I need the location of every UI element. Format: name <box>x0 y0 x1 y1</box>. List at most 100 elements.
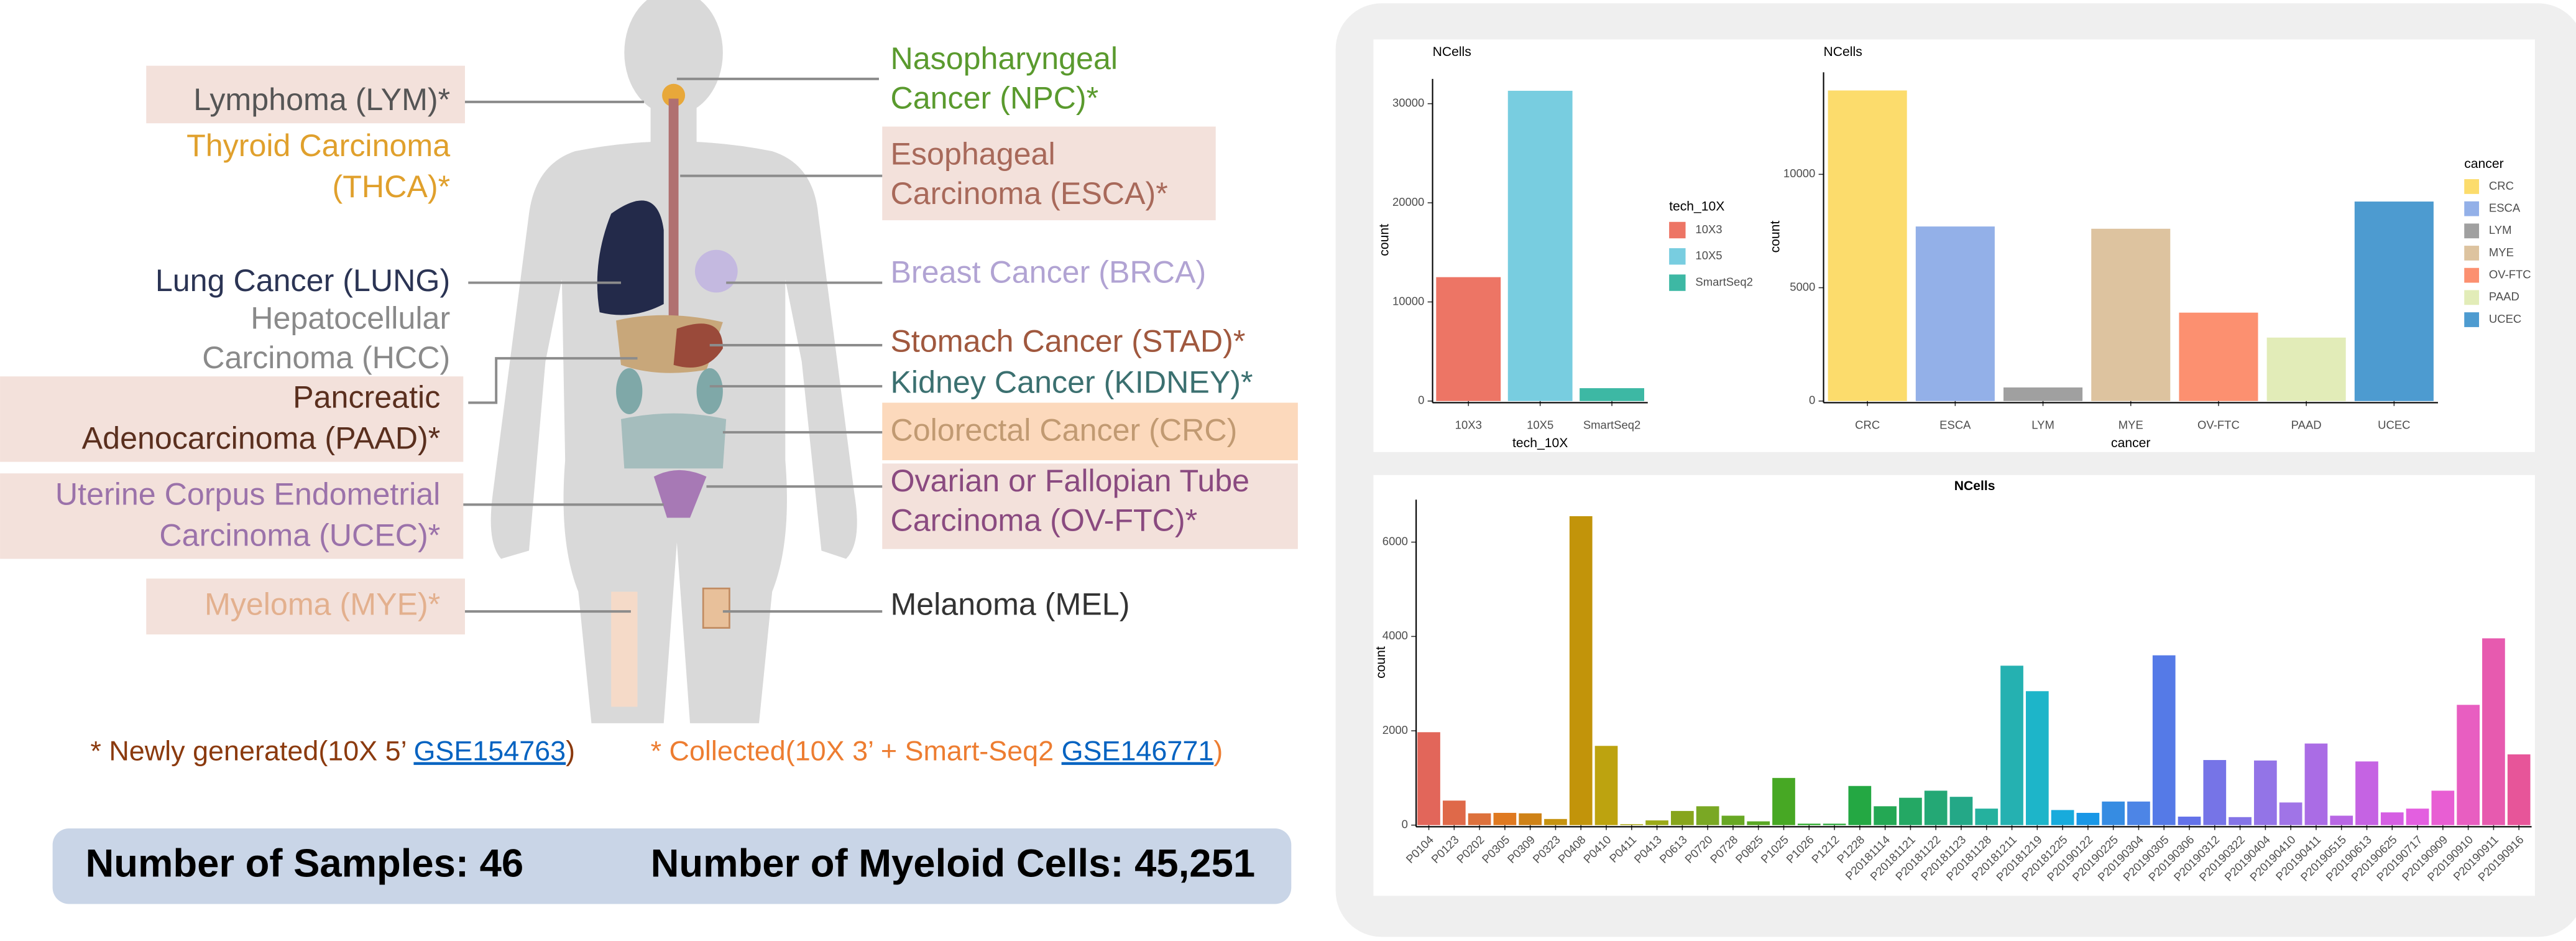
y-axis-label: count <box>1378 224 1392 256</box>
diagram-label: Carcinoma (OV-FTC)* <box>890 503 1197 538</box>
bar <box>1620 824 1644 825</box>
y-tick-label: 6000 <box>1382 535 1408 548</box>
bar <box>1507 90 1573 401</box>
legend-key <box>1669 221 1686 239</box>
bar <box>1569 516 1593 825</box>
diagram-label: Pancreatic <box>293 379 440 414</box>
bar <box>2179 312 2258 401</box>
bar <box>2025 691 2049 825</box>
diagram-label: Cancer (NPC)* <box>890 80 1098 115</box>
bar <box>2431 790 2455 825</box>
diagram-label: Thyroid Carcinoma <box>186 128 450 163</box>
summary-cells: Number of Myeloid Cells: 45,251 <box>651 842 1256 886</box>
bar <box>1874 806 1897 825</box>
label-box <box>882 463 1298 549</box>
footnote-collected: * Collected(10X 3’ + Smart-Seq2 GSE14677… <box>651 735 1223 766</box>
bar <box>2354 202 2434 401</box>
diagram-label: Carcinoma (HCC) <box>202 340 450 375</box>
footnote-link[interactable]: GSE146771 <box>1062 735 1214 766</box>
footnote-text: * Newly generated(10X 5’ <box>90 735 413 766</box>
bar <box>2355 761 2378 825</box>
bar <box>1924 790 1948 825</box>
bar <box>1493 812 1517 825</box>
bar <box>2330 815 2353 825</box>
diagram-labels: Lymphoma (LYM)* Thyroid Carcinoma (THCA)* L… <box>0 41 1298 635</box>
bar <box>1594 746 1618 825</box>
label-box <box>0 376 464 462</box>
y-tick-label: 0 <box>1809 394 1815 407</box>
label-box <box>882 126 1216 221</box>
legend-key <box>1669 274 1686 291</box>
diagram-label: Stomach Cancer (STAD)* <box>890 324 1245 359</box>
y-tick-label: 0 <box>1418 394 1424 407</box>
bar <box>2091 228 2171 401</box>
bar <box>1645 820 1668 825</box>
bar <box>1915 226 1995 401</box>
footnote-text: ) <box>1213 735 1223 766</box>
legend-label: ESCA <box>2489 202 2521 215</box>
bar <box>2482 638 2505 825</box>
bar <box>1544 818 1567 825</box>
bar <box>2076 812 2100 825</box>
bar <box>2000 665 2023 825</box>
diagram-label: Lung Cancer (LUNG) <box>155 263 450 298</box>
bar <box>1580 388 1645 401</box>
bar <box>2266 337 2346 401</box>
x-tick-label: MYE <box>2118 418 2143 431</box>
legend-label: PAAD <box>2489 290 2519 303</box>
x-tick-label: LYM <box>2031 418 2054 431</box>
summary-samples: Number of Samples: 46 <box>85 842 523 886</box>
bar <box>1848 786 1872 825</box>
bar <box>1828 90 1907 401</box>
leader-line <box>468 357 638 404</box>
bar <box>1772 777 1795 825</box>
legend-key <box>2464 290 2480 305</box>
y-tick-label: 2000 <box>1382 723 1408 736</box>
x-tick-label: OV-FTC <box>2197 418 2240 431</box>
x-tick-label: CRC <box>1855 418 1880 431</box>
legend-title: cancer <box>2464 157 2503 171</box>
bar <box>2127 801 2150 825</box>
bar <box>1949 797 1973 825</box>
summary-box <box>52 828 1292 904</box>
bar <box>2457 705 2480 825</box>
x-axis-label: cancer <box>2111 436 2150 450</box>
diagram-label: Ovarian or Fallopian Tube <box>890 463 1249 498</box>
footnote-link[interactable]: GSE154763 <box>413 735 566 766</box>
diagram-label: (THCA)* <box>333 169 451 204</box>
legend-title: tech_10X <box>1669 200 1724 214</box>
bar <box>2254 760 2277 825</box>
bar <box>2102 801 2125 825</box>
chart-card <box>1373 475 2535 896</box>
legend-key <box>2464 267 2480 283</box>
bar <box>1417 732 1440 825</box>
x-tick-label: 10X3 <box>1455 418 1482 431</box>
bar <box>1696 806 1719 825</box>
diagram-label: Esophageal <box>890 136 1055 171</box>
x-tick-label: PAAD <box>2291 418 2322 431</box>
diagram-label: Breast Cancer (BRCA) <box>890 255 1206 290</box>
bar <box>1797 823 1821 825</box>
legend-label: OV-FTC <box>2489 268 2531 281</box>
y-axis-label: count <box>1374 646 1388 679</box>
label-box <box>0 473 464 559</box>
footnote-generated: * Newly generated(10X 5’ GSE154763) <box>90 735 575 766</box>
diagram-label: Carcinoma (ESCA)* <box>890 176 1167 211</box>
legend-key <box>2464 312 2480 327</box>
x-tick-label: ESCA <box>1939 418 1971 431</box>
legend-label: 10X5 <box>1695 249 1722 262</box>
legend-key <box>2464 201 2480 216</box>
diagram-label: Lymphoma (LYM)* <box>193 82 450 117</box>
bar <box>1747 821 1770 825</box>
x-tick-label: 10X5 <box>1527 418 1553 431</box>
legend-label: UCEC <box>2489 312 2521 325</box>
bar <box>1823 823 1846 825</box>
legend-key <box>2464 179 2480 194</box>
label-box <box>146 578 465 635</box>
bar <box>2229 817 2252 825</box>
bar <box>1899 797 1922 825</box>
legend-label: MYE <box>2489 246 2514 259</box>
diagram-label: Melanoma (MEL) <box>890 586 1129 621</box>
chart-title: NCells <box>1954 479 1995 493</box>
